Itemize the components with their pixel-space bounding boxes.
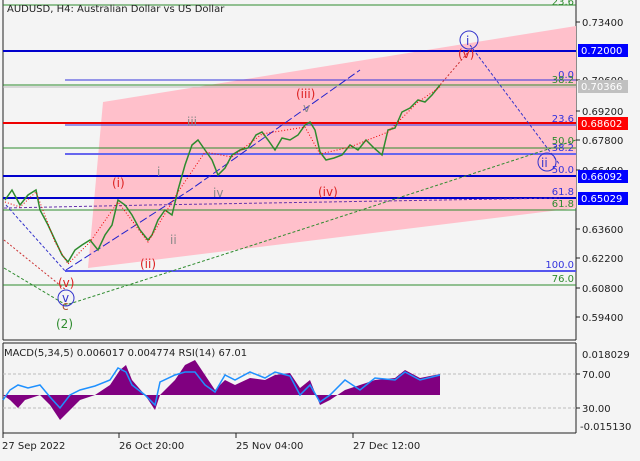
indicator-title: MACD(5,34,5) 0.006017 0.004774 RSI(14) 6… xyxy=(4,348,248,359)
svg-text:100.0: 100.0 xyxy=(545,260,574,271)
svg-text:i: i xyxy=(157,165,160,179)
svg-text:30.00: 30.00 xyxy=(582,404,611,415)
svg-text:0.0: 0.0 xyxy=(558,70,574,81)
svg-text:(2): (2) xyxy=(56,317,73,331)
svg-text:iv: iv xyxy=(213,186,223,200)
svg-text:0.63600: 0.63600 xyxy=(582,225,623,236)
svg-text:70.00: 70.00 xyxy=(582,370,611,381)
svg-text:0.72000: 0.72000 xyxy=(581,46,622,57)
svg-text:i: i xyxy=(466,34,469,48)
svg-text:(iv): (iv) xyxy=(318,185,338,199)
rsi-line xyxy=(2,367,441,410)
svg-text:0.018029: 0.018029 xyxy=(582,350,630,361)
svg-text:0.65029: 0.65029 xyxy=(581,194,622,205)
svg-text:23.6: 23.6 xyxy=(552,0,574,8)
svg-text:27 Sep 2022: 27 Sep 2022 xyxy=(2,441,65,452)
svg-text:25 Nov 04:00: 25 Nov 04:00 xyxy=(236,441,303,452)
svg-text:38.2: 38.2 xyxy=(552,75,574,86)
svg-text:0.62200: 0.62200 xyxy=(582,254,623,265)
svg-text:61.8: 61.8 xyxy=(552,187,574,198)
svg-text:27 Dec 12:00: 27 Dec 12:00 xyxy=(353,441,420,452)
svg-text:(iii): (iii) xyxy=(296,87,315,101)
svg-text:ii: ii xyxy=(170,233,177,247)
macd-histogram xyxy=(3,360,440,420)
svg-text:0.67800: 0.67800 xyxy=(582,136,623,147)
svg-text:(v): (v) xyxy=(58,276,74,290)
svg-text:0.69200: 0.69200 xyxy=(582,107,623,118)
svg-text:26 Oct 20:00: 26 Oct 20:00 xyxy=(119,441,184,452)
svg-text:(i): (i) xyxy=(112,176,125,190)
svg-text:50.0: 50.0 xyxy=(552,165,574,176)
svg-text:23.6: 23.6 xyxy=(552,114,574,125)
svg-text:v: v xyxy=(303,101,310,115)
svg-text:0.59400: 0.59400 xyxy=(582,313,623,324)
svg-text:0.60800: 0.60800 xyxy=(582,284,623,295)
svg-text:(ii): (ii) xyxy=(140,257,156,271)
svg-text:0.73400: 0.73400 xyxy=(582,18,623,29)
svg-text:ii: ii xyxy=(541,156,548,170)
svg-text:50.0: 50.0 xyxy=(552,136,574,147)
price-series xyxy=(4,84,441,264)
svg-text:0.70366: 0.70366 xyxy=(581,82,622,93)
svg-text:v: v xyxy=(62,291,69,305)
svg-text:0.66092: 0.66092 xyxy=(581,172,622,183)
svg-text:61.8: 61.8 xyxy=(552,199,574,210)
chart-title: AUDUSD, H4: Australian Dollar vs US Doll… xyxy=(7,4,225,15)
svg-text:76.0: 76.0 xyxy=(552,274,574,285)
svg-text:-0.015130: -0.015130 xyxy=(580,422,631,433)
svg-text:0.68602: 0.68602 xyxy=(581,119,622,130)
svg-text:iii: iii xyxy=(187,115,197,129)
svg-text:38.2: 38.2 xyxy=(552,143,574,154)
svg-text:(v): (v) xyxy=(458,47,474,61)
